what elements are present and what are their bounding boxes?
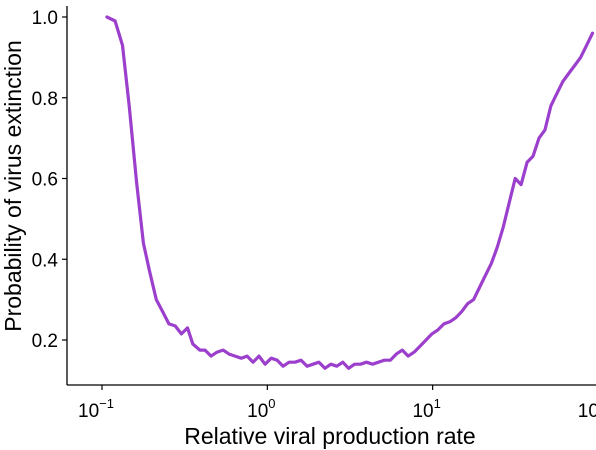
x-tick-base: 10 <box>412 401 433 422</box>
series-line <box>105 15 595 370</box>
y-tick-label: 0.2 <box>32 331 58 352</box>
axes <box>66 6 596 386</box>
x-tick-label: 100 <box>247 396 275 422</box>
x-tick-exponent: −1 <box>99 396 114 411</box>
tick-group: 10−11001011020.20.40.60.81.0 <box>32 8 596 422</box>
x-tick-label: 101 <box>412 396 440 422</box>
x-tick-base: 10 <box>247 401 268 422</box>
y-axis-title: Probability of virus extinction <box>0 40 26 331</box>
x-tick-base: 10 <box>78 401 99 422</box>
x-tick-base: 10 <box>578 401 596 422</box>
y-tick-label: 1.0 <box>32 8 58 29</box>
x-tick-label: 102 <box>578 396 596 422</box>
y-tick-label: 0.8 <box>32 89 58 110</box>
y-tick-label: 0.4 <box>32 250 59 271</box>
x-axis-title: Relative viral production rate <box>184 423 475 449</box>
y-tick-label: 0.6 <box>32 170 58 191</box>
x-tick-exponent: 0 <box>268 396 275 411</box>
series-group <box>105 15 595 370</box>
x-tick-exponent: 1 <box>434 396 441 411</box>
x-tick-label: 10−1 <box>78 396 114 422</box>
